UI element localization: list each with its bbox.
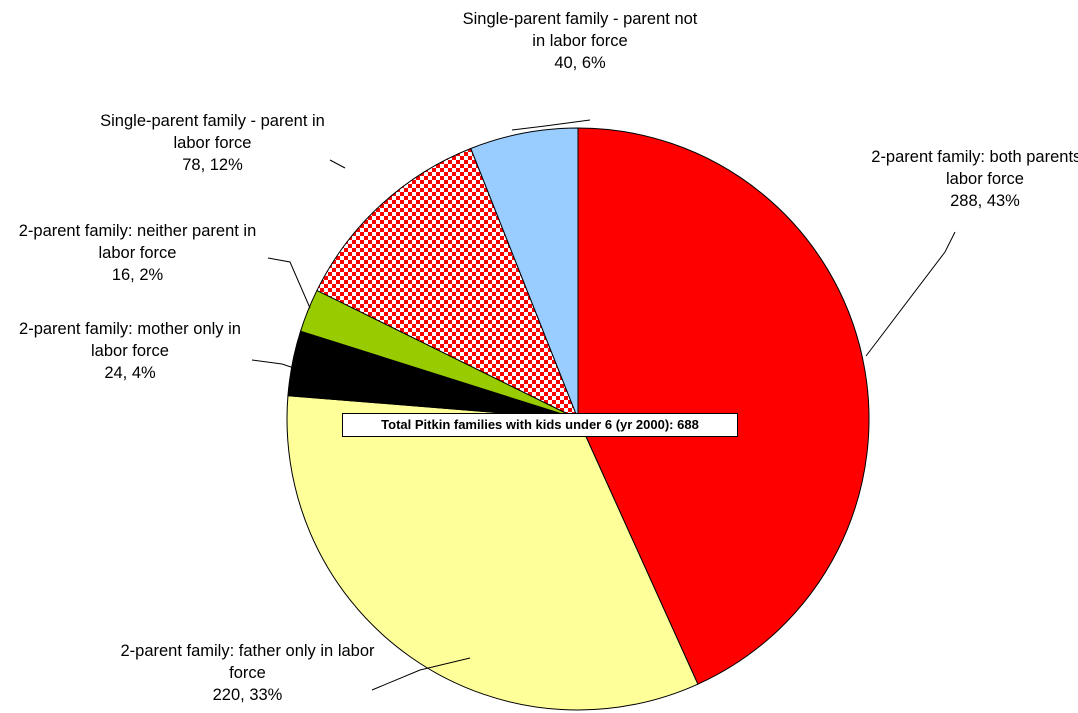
value-label: 78, 12% bbox=[182, 156, 243, 174]
slice-label: Single-parent family - parent not in lab… bbox=[455, 8, 705, 74]
slice-label: 2-parent family: mother only in labor fo… bbox=[10, 318, 250, 384]
pie-slice bbox=[286, 395, 699, 711]
category-label: 2-parent family: both parents in labor f… bbox=[871, 148, 1078, 188]
category-label: 2-parent family: mother only in labor fo… bbox=[19, 320, 241, 360]
leader-line bbox=[267, 257, 311, 309]
value-label: 288, 43% bbox=[950, 192, 1020, 210]
value-label: 16, 2% bbox=[111, 266, 164, 284]
category-label: Single-parent family - parent in labor f… bbox=[100, 112, 325, 152]
slice-label: 2-parent family: father only in labor fo… bbox=[120, 640, 375, 706]
pie-slice bbox=[577, 127, 870, 685]
slice-label: 2-parent family: both parents in labor f… bbox=[860, 146, 1078, 212]
slice-label: 2-parent family: neither parent in labor… bbox=[5, 220, 270, 286]
pie-slice bbox=[470, 127, 579, 420]
slice-label: Single-parent family - parent in labor f… bbox=[85, 110, 340, 176]
annotation: Total Pitkin families with kids under 6 … bbox=[342, 413, 738, 437]
value-label: 220, 33% bbox=[212, 686, 283, 704]
category-label: 2-parent family: father only in labor fo… bbox=[120, 642, 375, 682]
leader-line bbox=[251, 359, 301, 371]
category-label: 2-parent family: neither parent in labor… bbox=[18, 222, 257, 262]
pie-slice bbox=[316, 147, 579, 421]
leader-line bbox=[371, 657, 471, 691]
leader-line bbox=[329, 159, 346, 169]
value-label: 40, 6% bbox=[554, 54, 606, 72]
category-label: Single-parent family - parent not in lab… bbox=[462, 10, 698, 50]
value-label: 24, 4% bbox=[104, 364, 156, 382]
leader-line bbox=[511, 119, 591, 131]
leader-line bbox=[865, 231, 956, 357]
